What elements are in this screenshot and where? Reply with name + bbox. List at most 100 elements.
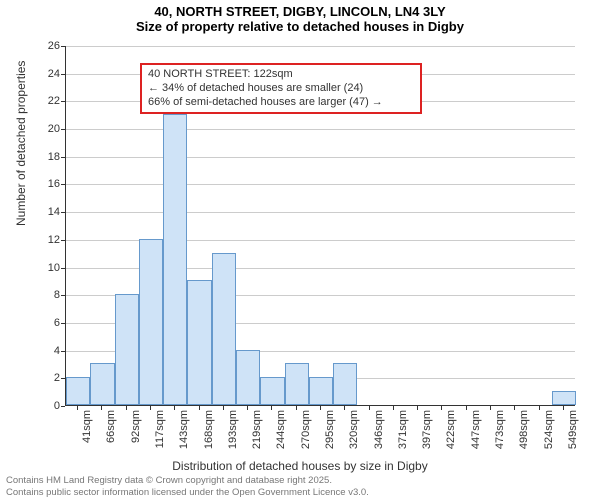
xtick-label: 244sqm — [275, 410, 287, 470]
histogram-bar — [90, 363, 114, 405]
ytick-label: 24 — [30, 68, 60, 80]
xtick-mark — [150, 406, 151, 410]
ytick-label: 20 — [30, 123, 60, 135]
ytick-label: 2 — [30, 372, 60, 384]
ytick-mark — [61, 101, 65, 102]
xtick-mark — [271, 406, 272, 410]
ytick-mark — [61, 46, 65, 47]
histogram-bar — [309, 377, 333, 405]
xtick-label: 447sqm — [470, 410, 482, 470]
histogram-bar — [139, 239, 163, 405]
gridline — [66, 184, 575, 185]
xtick-mark — [466, 406, 467, 410]
gridline — [66, 129, 575, 130]
gridline — [66, 46, 575, 47]
ytick-mark — [61, 74, 65, 75]
xtick-mark — [393, 406, 394, 410]
histogram-bar — [236, 350, 260, 405]
xtick-mark — [563, 406, 564, 410]
xtick-mark — [344, 406, 345, 410]
footer-line1: Contains HM Land Registry data © Crown c… — [6, 475, 369, 486]
ytick-label: 12 — [30, 234, 60, 246]
xtick-mark — [174, 406, 175, 410]
ytick-mark — [61, 240, 65, 241]
xtick-mark — [320, 406, 321, 410]
xtick-mark — [539, 406, 540, 410]
xtick-label: 193sqm — [227, 410, 239, 470]
callout-line1: 40 NORTH STREET: 122sqm — [148, 68, 414, 82]
xtick-label: 117sqm — [154, 410, 166, 470]
chart-title-block: 40, NORTH STREET, DIGBY, LINCOLN, LN4 3L… — [0, 4, 600, 34]
xtick-label: 320sqm — [348, 410, 360, 470]
ytick-label: 16 — [30, 178, 60, 190]
ytick-mark — [61, 406, 65, 407]
gridline — [66, 157, 575, 158]
y-axis-title: Number of detached properties — [14, 61, 28, 226]
ytick-mark — [61, 129, 65, 130]
histogram-bar — [163, 114, 187, 405]
xtick-mark — [199, 406, 200, 410]
xtick-mark — [223, 406, 224, 410]
ytick-label: 10 — [30, 262, 60, 274]
ytick-mark — [61, 157, 65, 158]
callout-line2: ← 34% of detached houses are smaller (24… — [148, 82, 414, 96]
chart-title-line2: Size of property relative to detached ho… — [0, 19, 600, 34]
histogram-bar — [212, 253, 236, 405]
ytick-mark — [61, 268, 65, 269]
xtick-mark — [369, 406, 370, 410]
callout-line3: 66% of semi-detached houses are larger (… — [148, 96, 414, 110]
xtick-mark — [296, 406, 297, 410]
histogram-bar — [333, 363, 357, 405]
chart-title-line1: 40, NORTH STREET, DIGBY, LINCOLN, LN4 3L… — [0, 4, 600, 19]
ytick-mark — [61, 323, 65, 324]
xtick-mark — [417, 406, 418, 410]
footer-block: Contains HM Land Registry data © Crown c… — [6, 475, 369, 498]
ytick-mark — [61, 212, 65, 213]
histogram-bar — [66, 377, 90, 405]
ytick-label: 14 — [30, 206, 60, 218]
xtick-label: 295sqm — [324, 410, 336, 470]
ytick-label: 22 — [30, 95, 60, 107]
ytick-label: 4 — [30, 345, 60, 357]
ytick-mark — [61, 378, 65, 379]
histogram-bar — [187, 280, 211, 405]
histogram-bar — [552, 391, 576, 405]
xtick-label: 346sqm — [373, 410, 385, 470]
gridline — [66, 212, 575, 213]
xtick-label: 498sqm — [518, 410, 530, 470]
xtick-mark — [126, 406, 127, 410]
ytick-mark — [61, 184, 65, 185]
histogram-bar — [260, 377, 284, 405]
xtick-mark — [247, 406, 248, 410]
chart-container: 40, NORTH STREET, DIGBY, LINCOLN, LN4 3L… — [0, 0, 600, 500]
xtick-label: 92sqm — [130, 410, 142, 470]
xtick-label: 524sqm — [543, 410, 555, 470]
xtick-mark — [514, 406, 515, 410]
histogram-bar — [285, 363, 309, 405]
xtick-label: 270sqm — [300, 410, 312, 470]
xtick-label: 219sqm — [251, 410, 263, 470]
xtick-label: 371sqm — [397, 410, 409, 470]
ytick-label: 0 — [30, 400, 60, 412]
ytick-label: 26 — [30, 40, 60, 52]
xtick-label: 41sqm — [81, 410, 93, 470]
xtick-mark — [490, 406, 491, 410]
xtick-label: 473sqm — [494, 410, 506, 470]
xtick-mark — [101, 406, 102, 410]
xtick-label: 422sqm — [445, 410, 457, 470]
xtick-mark — [77, 406, 78, 410]
ytick-mark — [61, 351, 65, 352]
ytick-label: 6 — [30, 317, 60, 329]
xtick-label: 168sqm — [203, 410, 215, 470]
footer-line2: Contains public sector information licen… — [6, 487, 369, 498]
xtick-label: 397sqm — [421, 410, 433, 470]
xtick-label: 549sqm — [567, 410, 579, 470]
callout-box: 40 NORTH STREET: 122sqm ← 34% of detache… — [140, 63, 422, 114]
ytick-mark — [61, 295, 65, 296]
xtick-mark — [441, 406, 442, 410]
xtick-label: 143sqm — [178, 410, 190, 470]
ytick-label: 8 — [30, 289, 60, 301]
histogram-bar — [115, 294, 139, 405]
ytick-label: 18 — [30, 151, 60, 163]
xtick-label: 66sqm — [105, 410, 117, 470]
